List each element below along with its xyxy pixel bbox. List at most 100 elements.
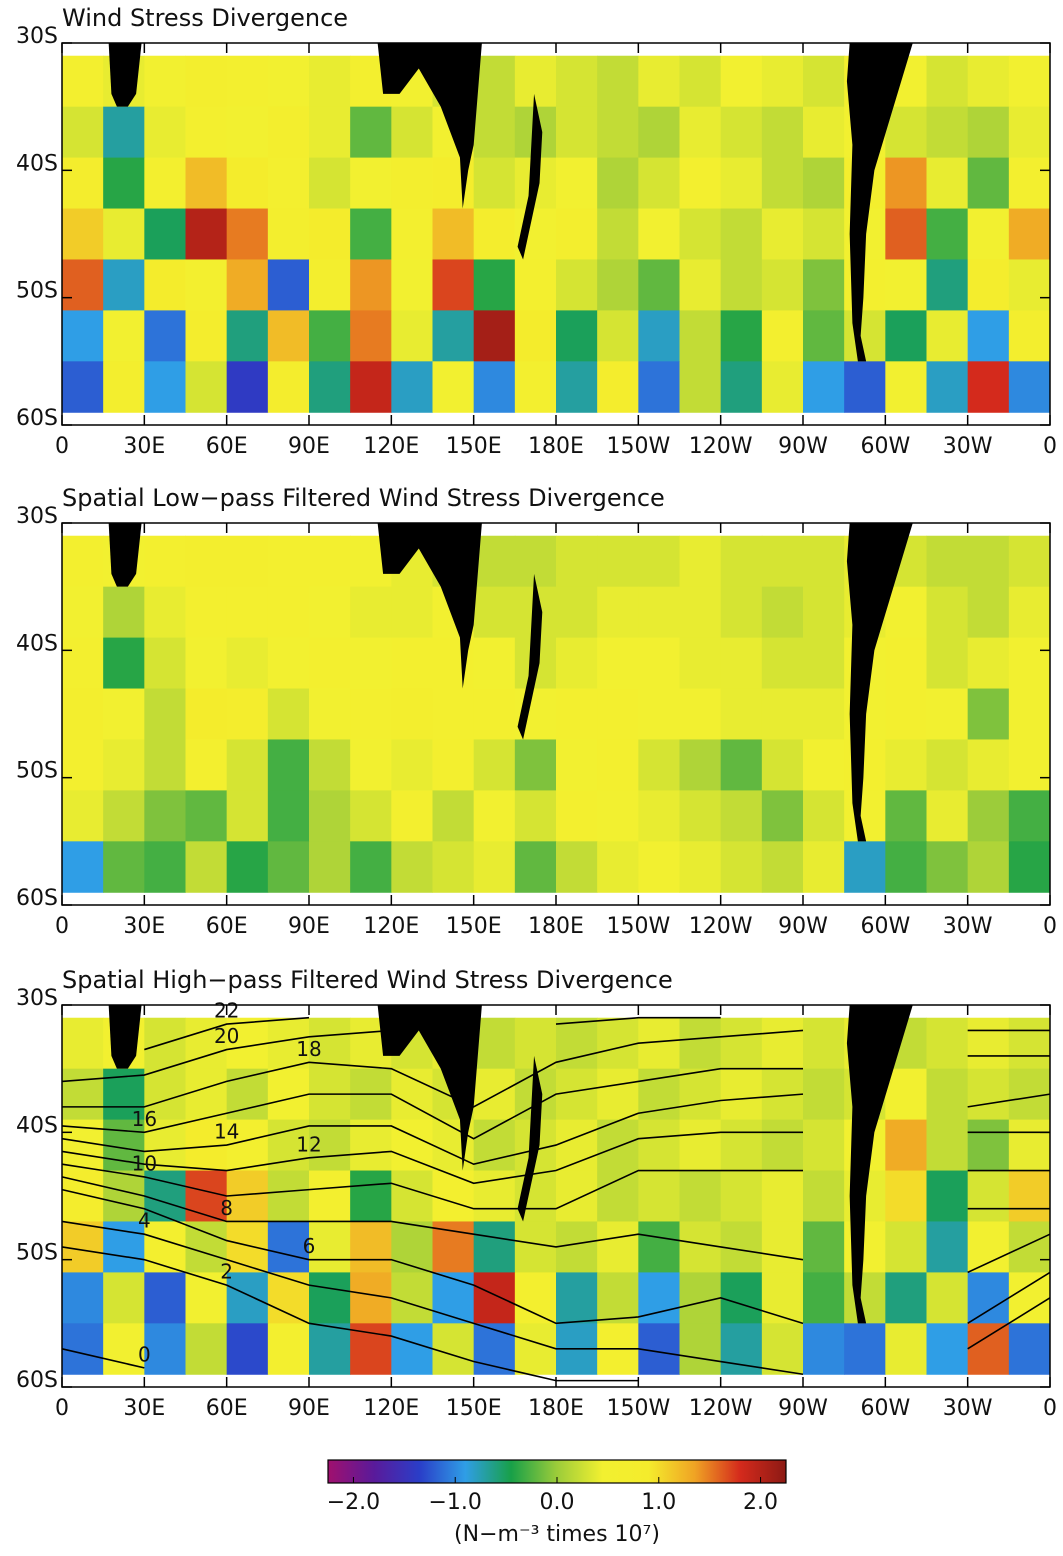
heat-cell [1008, 841, 1051, 893]
heat-cell [391, 259, 433, 311]
heat-cell [185, 208, 228, 260]
heat-cell [597, 310, 639, 362]
heat-cell [103, 1170, 145, 1222]
heat-cell [391, 310, 433, 362]
heat-cell [103, 157, 145, 210]
contour-label: 4 [138, 1209, 151, 1233]
heat-cell [803, 841, 845, 893]
heat-cell [432, 739, 475, 791]
heat-cell [803, 1170, 845, 1222]
colorbar-tick-label: −2.0 [327, 1490, 380, 1515]
y-tick-label: 40S [16, 151, 58, 176]
heat-cell [803, 1119, 845, 1172]
heat-cell [144, 1221, 186, 1273]
heat-cell [103, 1221, 145, 1273]
x-tick-label: 60W [860, 434, 910, 459]
heat-cell [679, 1068, 722, 1121]
heat-cell [803, 208, 845, 260]
heat-cell [720, 259, 763, 311]
x-tick-label: 30W [943, 434, 993, 459]
heat-cell [62, 1272, 104, 1324]
heat-cell [597, 688, 639, 740]
heat-cell [597, 586, 639, 639]
heat-cell [267, 1221, 310, 1273]
contour-line [61, 1016, 721, 1083]
heat-cell [62, 310, 104, 362]
x-tick-label: 0 [1043, 1396, 1057, 1421]
heat-cell [226, 1221, 269, 1273]
heat-cell [761, 310, 804, 362]
heat-cell [597, 1221, 639, 1273]
heat-cell [144, 637, 186, 690]
heat-cell [803, 1272, 845, 1324]
x-tick-label: 30E [123, 434, 165, 459]
heat-cell [226, 535, 269, 588]
heat-cell [803, 535, 845, 588]
x-tick-label: 90W [778, 434, 828, 459]
heat-cell [473, 157, 516, 210]
heat-cell [761, 535, 804, 588]
heat-cell [556, 739, 598, 791]
heat-cell [1008, 157, 1051, 210]
heat-cell [62, 637, 104, 690]
heat-cell [391, 1170, 433, 1222]
y-tick-label: 30S [16, 504, 58, 529]
heat-cell [761, 157, 804, 210]
heat-cell [473, 55, 516, 108]
heat-cell [803, 586, 845, 639]
heat-cell [597, 637, 639, 690]
heat-cell [391, 1068, 433, 1121]
contour-label: 2 [220, 1260, 233, 1284]
heat-cell [350, 1170, 392, 1222]
heat-cell [514, 1323, 557, 1375]
heat-cell [62, 1323, 104, 1375]
y-tick-label: 40S [16, 631, 58, 656]
heat-cell [309, 1017, 351, 1070]
heat-cell [556, 361, 598, 413]
heat-cell [473, 790, 516, 842]
heat-cell [761, 55, 804, 108]
heat-cell [185, 535, 228, 588]
heat-cell [597, 841, 639, 893]
heat-cell [967, 208, 1010, 260]
heat-cell [926, 157, 969, 210]
heat-cell [144, 55, 186, 108]
heat-cell [679, 157, 722, 210]
heat-cell [144, 1068, 186, 1121]
heat-cell [761, 688, 804, 740]
heat-cell [967, 1323, 1010, 1375]
heat-cell [720, 586, 763, 639]
heat-cell [803, 361, 845, 413]
heat-cell [638, 310, 680, 362]
x-tick-label: 90E [288, 1396, 330, 1421]
heat-cell [62, 157, 104, 210]
heat-cell [844, 841, 886, 893]
heat-cell [803, 688, 845, 740]
heat-cell [267, 1323, 310, 1375]
heat-cell [597, 157, 639, 210]
heat-cell [473, 310, 516, 362]
heat-cell [144, 310, 186, 362]
heat-cell [885, 106, 927, 159]
heat-cell [267, 586, 310, 639]
heat-cell [144, 106, 186, 159]
heat-cell [885, 790, 927, 842]
x-tick-label: 30W [943, 914, 993, 939]
heat-cell [309, 1119, 351, 1172]
heat-cell [103, 637, 145, 690]
heat-cell [309, 841, 351, 893]
heat-cell [720, 841, 763, 893]
heat-cell [62, 586, 104, 639]
heat-cell [226, 106, 269, 159]
y-tick-label: 60S [16, 886, 58, 911]
heat-cell [638, 841, 680, 893]
x-tick-label: 30E [123, 1396, 165, 1421]
y-tick-label: 60S [16, 1368, 58, 1393]
heat-cell [556, 1272, 598, 1324]
heat-cell [556, 157, 598, 210]
heat-cell [62, 790, 104, 842]
contour-line [61, 1188, 1051, 1325]
heat-cell [267, 535, 310, 588]
y-tick-label: 50S [16, 759, 58, 784]
